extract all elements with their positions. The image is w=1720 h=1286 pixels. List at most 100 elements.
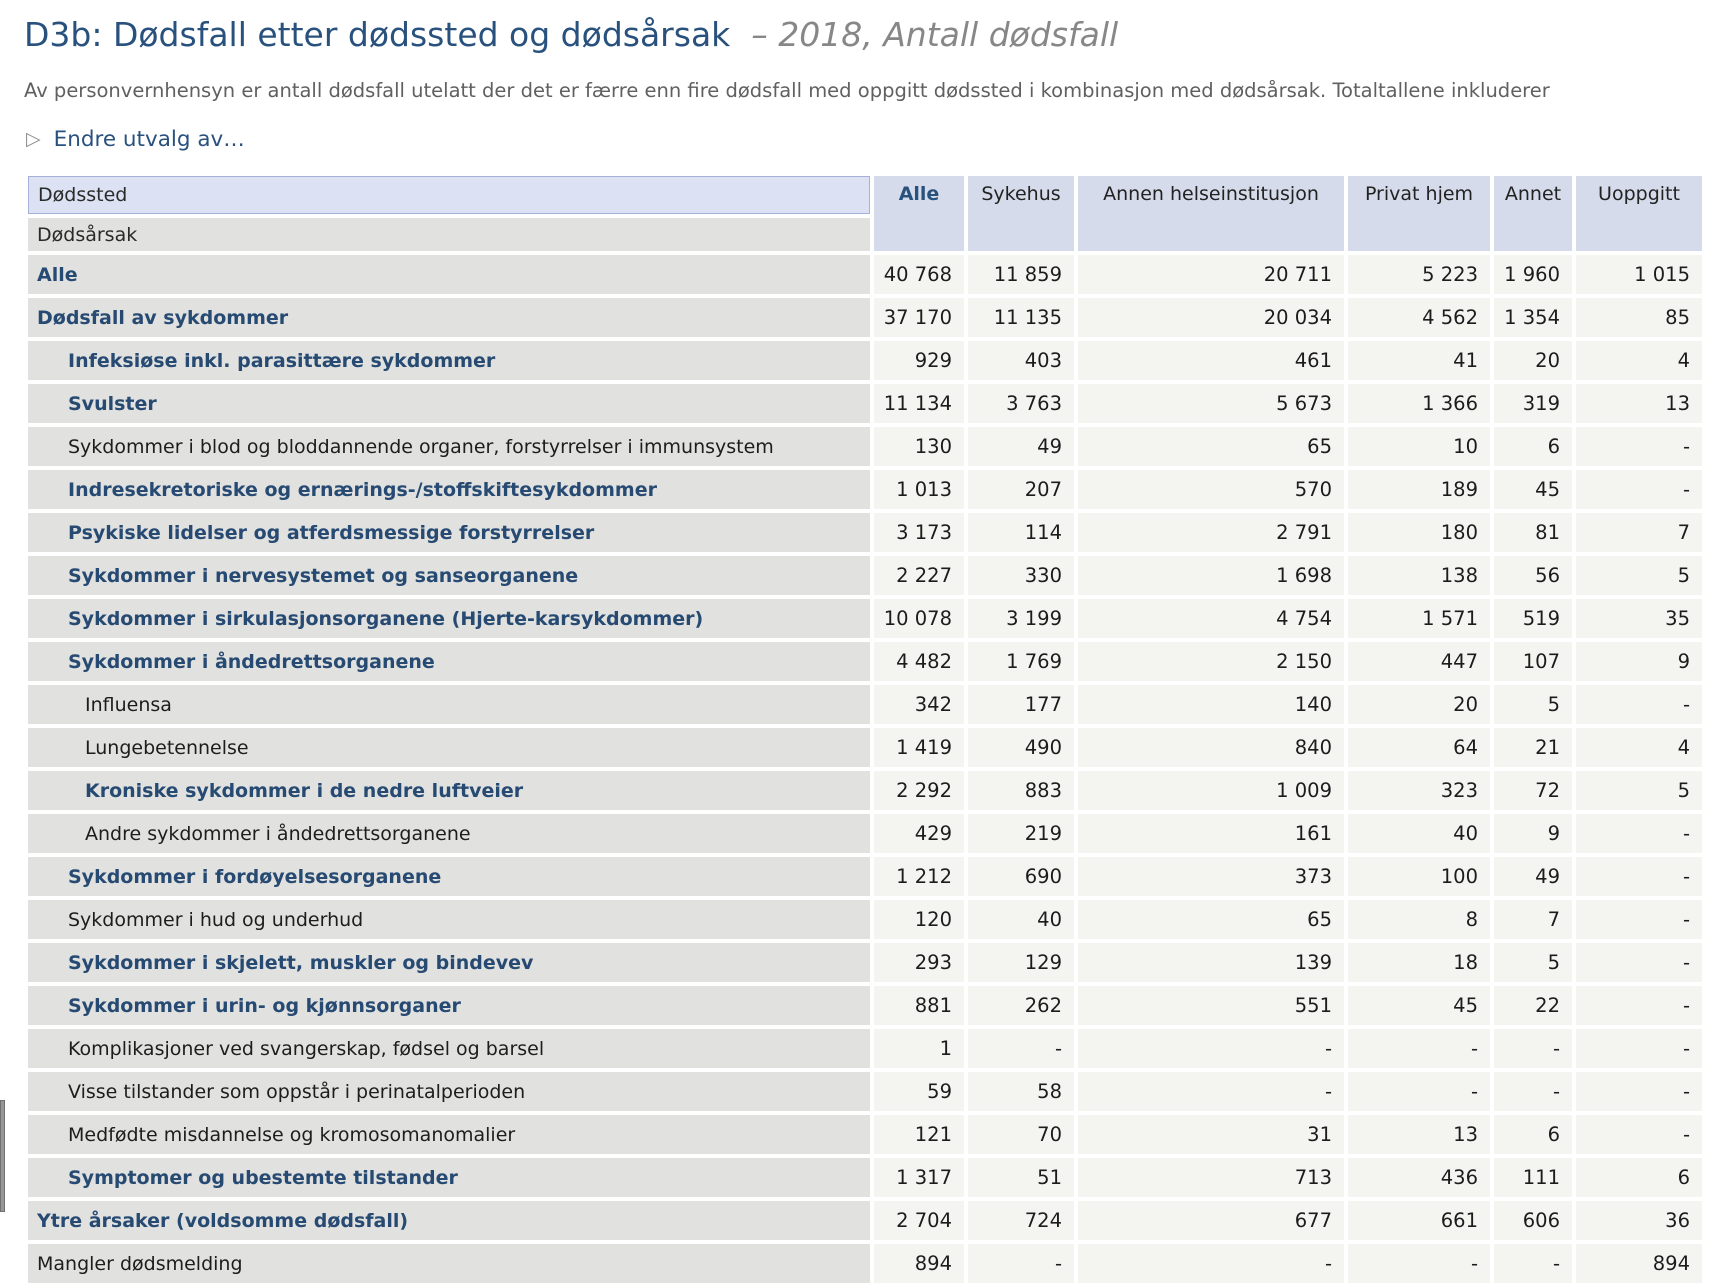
table-cell: - xyxy=(1494,1072,1572,1111)
table-cell: 180 xyxy=(1348,513,1490,552)
page-title-text: D3b: Dødsfall etter dødssted og dødsårsa… xyxy=(24,15,731,54)
table-cell: 129 xyxy=(968,943,1074,982)
table-cell: 3 199 xyxy=(968,599,1074,638)
table-cell: 21 xyxy=(1494,728,1572,767)
row-label-sykdommer-i-sirkulasjonsorganene-hjerte-: Sykdommer i sirkulasjonsorganene (Hjerte… xyxy=(28,599,870,638)
row-label-infeksi-se-inkl-parasitt-re-sykdommer: Infeksiøse inkl. parasittære sykdommer xyxy=(28,341,870,380)
table-cell: 111 xyxy=(1494,1158,1572,1197)
table-cell: 8 xyxy=(1348,900,1490,939)
column-header-privat-hjem: Privat hjem xyxy=(1348,176,1490,251)
table-cell: - xyxy=(968,1029,1074,1068)
table-cell: 883 xyxy=(968,771,1074,810)
table-cell: 40 768 xyxy=(874,255,964,294)
table-cell: 161 xyxy=(1078,814,1344,853)
table-cell: 1 009 xyxy=(1078,771,1344,810)
table-cell: 1 769 xyxy=(968,642,1074,681)
table-cell: - xyxy=(1576,427,1702,466)
table-cell: 713 xyxy=(1078,1158,1344,1197)
table-cell: 65 xyxy=(1078,900,1344,939)
table-cell: 49 xyxy=(1494,857,1572,896)
table-cell: 58 xyxy=(968,1072,1074,1111)
row-label-sykdommer-i-urin-og-kj-nnsorganer: Sykdommer i urin- og kjønnsorganer xyxy=(28,986,870,1025)
table-cell: - xyxy=(1576,814,1702,853)
table-cell: 5 xyxy=(1494,685,1572,724)
table-cell: - xyxy=(1348,1072,1490,1111)
table-cell: 1 571 xyxy=(1348,599,1490,638)
table-cell: - xyxy=(1494,1029,1572,1068)
row-label-visse-tilstander-som-oppst-r-i-perinatal: Visse tilstander som oppstår i perinatal… xyxy=(28,1072,870,1111)
row-label-sykdommer-i-skjelett-muskler-og-bindevev: Sykdommer i skjelett, muskler og bindeve… xyxy=(28,943,870,982)
table-cell: 606 xyxy=(1494,1201,1572,1240)
row-label-sykdommer-i-blod-og-bloddannende-organer: Sykdommer i blod og bloddannende organer… xyxy=(28,427,870,466)
row-label-andre-sykdommer-i-ndedrettsorganene: Andre sykdommer i åndedrettsorganene xyxy=(28,814,870,853)
table-cell: 342 xyxy=(874,685,964,724)
table-cell: 519 xyxy=(1494,599,1572,638)
table-cell: 189 xyxy=(1348,470,1490,509)
table-cell: 138 xyxy=(1348,556,1490,595)
table-cell: 1 366 xyxy=(1348,384,1490,423)
row-label-symptomer-og-ubestemte-tilstander: Symptomer og ubestemte tilstander xyxy=(28,1158,870,1197)
table-cell: 41 xyxy=(1348,341,1490,380)
table-cell: 40 xyxy=(1348,814,1490,853)
table-cell: 1 xyxy=(874,1029,964,1068)
left-scrollbar-thumb[interactable] xyxy=(0,1100,5,1212)
table-cell: 20 034 xyxy=(1078,298,1344,337)
table-cell: 840 xyxy=(1078,728,1344,767)
column-dimension-header-dodssted[interactable]: Dødssted xyxy=(28,176,870,214)
table-cell: 5 xyxy=(1576,771,1702,810)
table-cell: 1 212 xyxy=(874,857,964,896)
endre-utvalg-control[interactable]: ▷ Endre utvalg av… xyxy=(26,124,245,154)
table-cell: 31 xyxy=(1078,1115,1344,1154)
table-cell: 677 xyxy=(1078,1201,1344,1240)
table-cell: 37 170 xyxy=(874,298,964,337)
table-cell: 22 xyxy=(1494,986,1572,1025)
table-cell: 45 xyxy=(1494,470,1572,509)
table-cell: 35 xyxy=(1576,599,1702,638)
table-cell: 447 xyxy=(1348,642,1490,681)
table-cell: 5 xyxy=(1576,556,1702,595)
row-label-sykdommer-i-hud-og-underhud: Sykdommer i hud og underhud xyxy=(28,900,870,939)
table-cell: 1 960 xyxy=(1494,255,1572,294)
table-cell: 56 xyxy=(1494,556,1572,595)
table-cell: 323 xyxy=(1348,771,1490,810)
table-cell: 5 xyxy=(1494,943,1572,982)
table-cell: 6 xyxy=(1494,1115,1572,1154)
table-cell: 81 xyxy=(1494,513,1572,552)
table-cell: 9 xyxy=(1576,642,1702,681)
row-label-sykdommer-i-ford-yelsesorganene: Sykdommer i fordøyelsesorganene xyxy=(28,857,870,896)
row-dimension-header-dodsarsak[interactable]: Dødsårsak xyxy=(28,218,870,251)
table-cell: 70 xyxy=(968,1115,1074,1154)
table-cell: 2 704 xyxy=(874,1201,964,1240)
table-cell: 40 xyxy=(968,900,1074,939)
table-cell: 10 078 xyxy=(874,599,964,638)
table-cell: 18 xyxy=(1348,943,1490,982)
table-cell: 2 150 xyxy=(1078,642,1344,681)
table-cell: - xyxy=(1576,943,1702,982)
table-cell: - xyxy=(1576,1115,1702,1154)
table-cell: 219 xyxy=(968,814,1074,853)
table-cell: 130 xyxy=(874,427,964,466)
row-label-komplikasjoner-ved-svangerskap-f-dsel-og: Komplikasjoner ved svangerskap, fødsel o… xyxy=(28,1029,870,1068)
table-cell: - xyxy=(1348,1244,1490,1283)
row-label-ytre-rsaker-voldsomme-d-dsfall: Ytre årsaker (voldsomme dødsfall) xyxy=(28,1201,870,1240)
table-cell: 4 562 xyxy=(1348,298,1490,337)
table-cell: - xyxy=(1576,857,1702,896)
table-cell: 4 754 xyxy=(1078,599,1344,638)
table-cell: - xyxy=(1078,1029,1344,1068)
table-cell: - xyxy=(968,1244,1074,1283)
table-cell: - xyxy=(1576,685,1702,724)
table-cell: 13 xyxy=(1576,384,1702,423)
table-cell: 7 xyxy=(1576,513,1702,552)
table-cell: 72 xyxy=(1494,771,1572,810)
table-cell: 6 xyxy=(1494,427,1572,466)
table-cell: 1 354 xyxy=(1494,298,1572,337)
endre-utvalg-link[interactable]: Endre utvalg av… xyxy=(53,126,245,152)
column-header-alle: Alle xyxy=(874,176,964,251)
page-title: D3b: Dødsfall etter dødssted og dødsårsa… xyxy=(24,12,1720,58)
table-cell: 570 xyxy=(1078,470,1344,509)
table-cell: 177 xyxy=(968,685,1074,724)
row-label-influensa: Influensa xyxy=(28,685,870,724)
table-cell: 4 482 xyxy=(874,642,964,681)
table-cell: 139 xyxy=(1078,943,1344,982)
